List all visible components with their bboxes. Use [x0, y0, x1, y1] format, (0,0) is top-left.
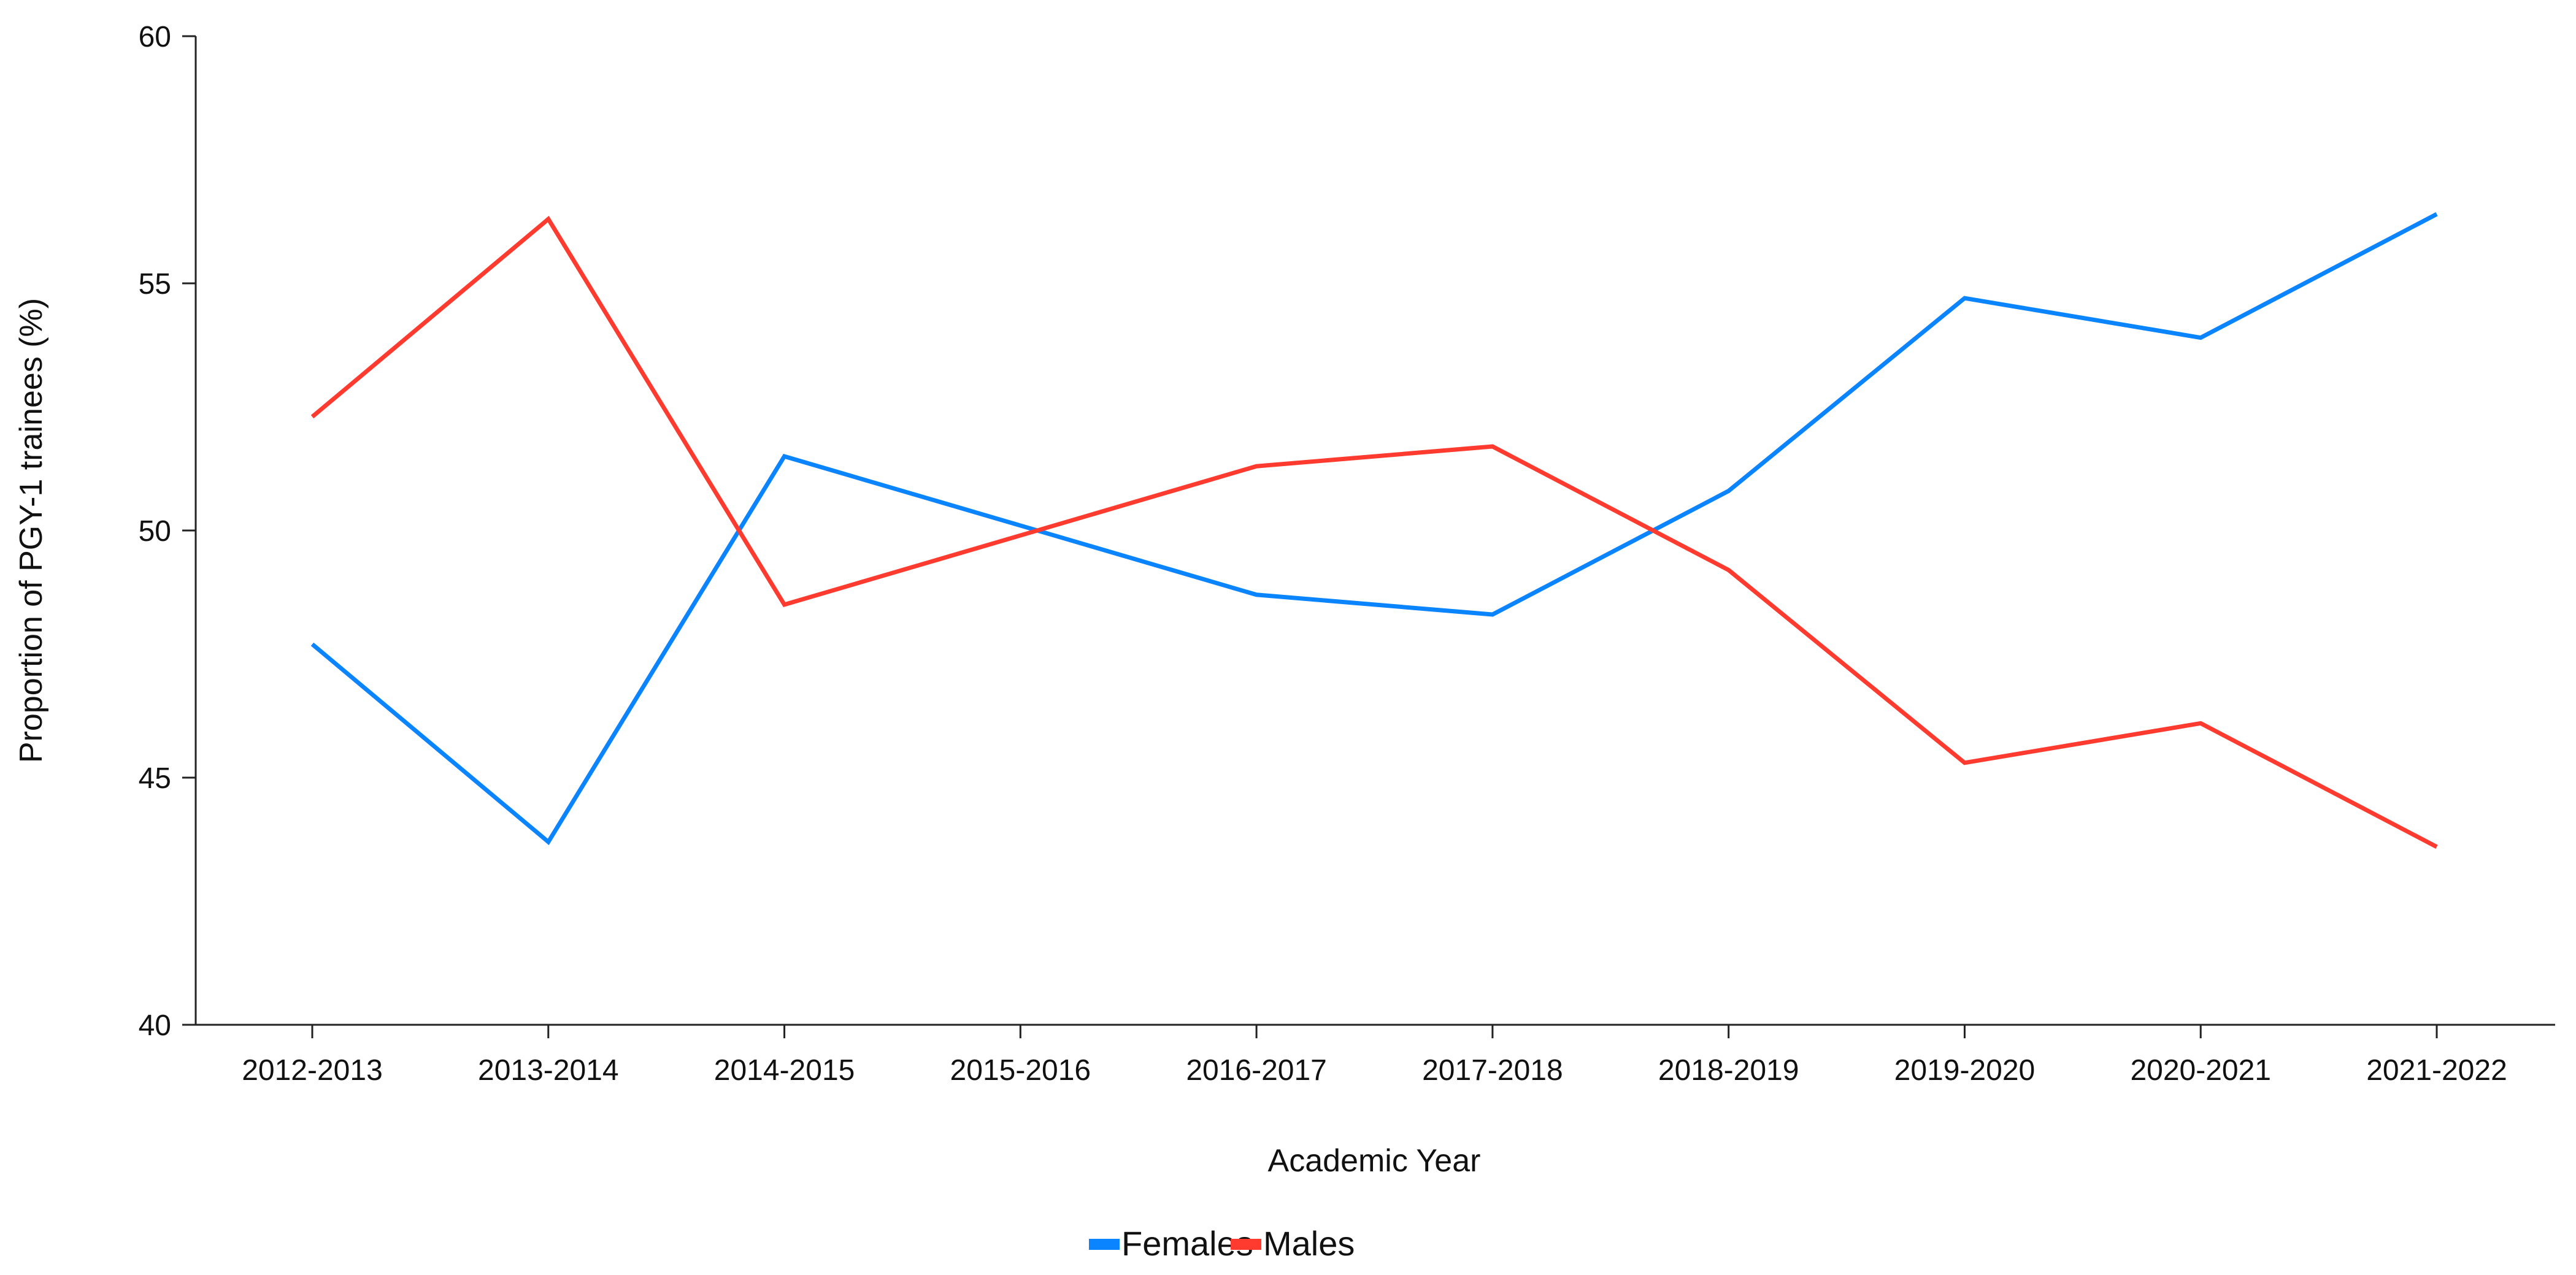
x-tick-label: 2021-2022: [2366, 1054, 2507, 1087]
y-tick-label: 60: [139, 21, 171, 53]
x-tick: 2017-2018: [1422, 1025, 1563, 1087]
y-tick: 40: [139, 1009, 196, 1042]
y-tick: 50: [139, 515, 196, 548]
x-tick-label: 2014-2015: [714, 1054, 855, 1087]
legend-label-males: Males: [1263, 1224, 1355, 1263]
x-tick: 2018-2019: [1658, 1025, 1799, 1087]
x-tick: 2013-2014: [478, 1025, 619, 1087]
x-tick-label: 2012-2013: [242, 1054, 383, 1087]
x-tick: 2021-2022: [2366, 1025, 2507, 1087]
legend-swatch-males: [1231, 1239, 1261, 1250]
legend-swatch-females: [1089, 1239, 1120, 1250]
y-axis-label: Proportion of PGY-1 trainees (%): [13, 298, 49, 763]
y-tick-label: 40: [139, 1009, 171, 1042]
x-tick-label: 2016-2017: [1186, 1054, 1327, 1087]
x-tick: 2019-2020: [1894, 1025, 2036, 1087]
x-tick: 2014-2015: [714, 1025, 855, 1087]
x-tick-label: 2013-2014: [478, 1054, 619, 1087]
legend: Females Males: [1089, 1224, 1355, 1263]
y-tick: 45: [139, 762, 196, 795]
x-tick: 2016-2017: [1186, 1025, 1327, 1087]
x-tick-label: 2019-2020: [1894, 1054, 2036, 1087]
series-line-females: [310, 212, 2438, 846]
x-tick: 2020-2021: [2130, 1025, 2271, 1087]
axes: 40 45 50 55 60 2012-2013 2013-2014 2014-2015 201…: [139, 21, 2555, 1087]
series-group: [310, 212, 2438, 849]
x-tick: 2015-2016: [950, 1025, 1091, 1087]
series-line-males: [310, 215, 2438, 849]
x-tick-label: 2020-2021: [2130, 1054, 2271, 1087]
y-tick-label: 55: [139, 268, 171, 301]
x-tick-label: 2018-2019: [1658, 1054, 1799, 1087]
y-tick-label: 45: [139, 762, 171, 795]
y-tick: 55: [139, 268, 196, 301]
y-tick-label: 50: [139, 515, 171, 548]
x-tick-label: 2015-2016: [950, 1054, 1091, 1087]
x-axis-label: Academic Year: [1268, 1143, 1481, 1179]
x-tick-label: 2017-2018: [1422, 1054, 1563, 1087]
y-tick: 60: [139, 21, 196, 53]
x-tick: 2012-2013: [242, 1025, 383, 1087]
